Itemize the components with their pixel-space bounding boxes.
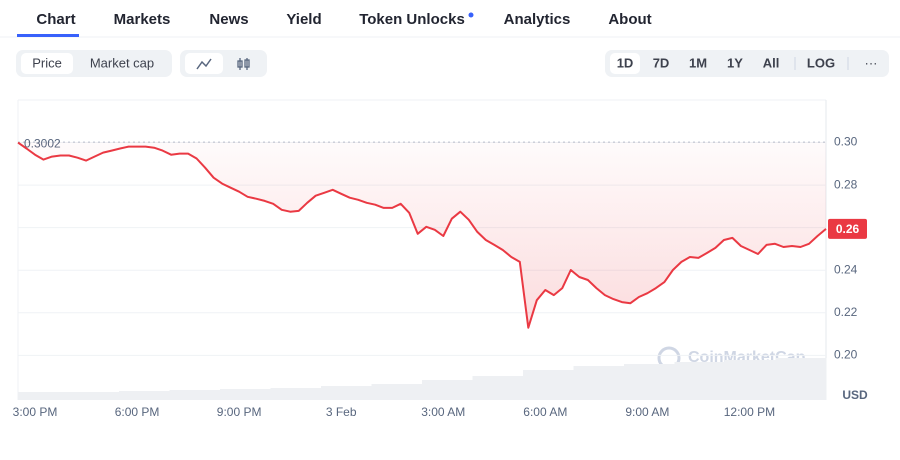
range-bg xyxy=(605,50,889,77)
range-button[interactable]: 1Y xyxy=(727,55,743,70)
volume-bar xyxy=(270,388,322,400)
chart-type-button[interactable]: Price xyxy=(32,55,62,70)
x-tick-label: 9:00 PM xyxy=(217,405,262,419)
volume-bar xyxy=(573,366,625,400)
candle-icon[interactable] xyxy=(237,58,250,70)
x-tick-label: 9:00 AM xyxy=(625,405,669,419)
volume-bar xyxy=(775,358,827,400)
volume-bar xyxy=(68,392,120,400)
volume-bar xyxy=(119,391,170,400)
nav-tab[interactable]: Token Unlocks xyxy=(359,11,465,28)
volume-bar xyxy=(321,386,372,400)
y-tick-label: 0.22 xyxy=(834,305,858,319)
x-tick-label: 6:00 AM xyxy=(523,405,567,419)
volume-bar xyxy=(371,384,423,400)
x-tick-label: 6:00 PM xyxy=(115,405,160,419)
volume-bar xyxy=(169,390,221,400)
y-unit: USD xyxy=(842,388,868,402)
volume-bar xyxy=(523,370,574,400)
log-button[interactable]: LOG xyxy=(807,55,835,70)
volume-bar xyxy=(422,380,473,400)
y-tick-label: 0.24 xyxy=(834,262,858,276)
range-button[interactable]: 1D xyxy=(617,55,634,70)
y-tick-label: 0.28 xyxy=(834,177,858,191)
volume-bar xyxy=(18,392,69,400)
nav-tab[interactable]: Chart xyxy=(36,11,75,28)
last-price-label: 0.26 xyxy=(836,222,860,236)
nav-tab[interactable]: Markets xyxy=(114,11,171,28)
x-tick-label: 3 Feb xyxy=(326,405,357,419)
volume-bar xyxy=(725,360,776,400)
y-tick-label: 0.30 xyxy=(834,135,858,149)
nav-tab[interactable]: Yield xyxy=(286,11,321,28)
x-tick-label: 3:00 PM xyxy=(13,405,58,419)
volume-bar xyxy=(220,389,271,400)
x-tick-label: 3:00 AM xyxy=(421,405,465,419)
new-dot xyxy=(468,12,474,18)
active-toggle xyxy=(21,53,73,74)
range-button[interactable]: 1M xyxy=(689,55,707,70)
active-underline xyxy=(17,34,79,37)
range-button[interactable]: 7D xyxy=(653,55,670,70)
more-button[interactable]: ··· xyxy=(865,55,878,70)
volume-bar xyxy=(472,376,524,400)
last-price-tag xyxy=(828,218,867,239)
volume-bar xyxy=(624,364,675,400)
x-tick-label: 12:00 PM xyxy=(724,405,775,419)
volume-bar xyxy=(674,362,726,400)
y-tick-label: 0.20 xyxy=(834,347,858,361)
line-icon[interactable] xyxy=(196,58,212,70)
price-line xyxy=(17,141,827,329)
nav-tab[interactable]: Analytics xyxy=(504,11,571,28)
chart-type-button[interactable]: Market cap xyxy=(90,55,154,70)
nav-tab[interactable]: News xyxy=(209,11,248,28)
nav-tab[interactable]: About xyxy=(608,11,651,28)
area-fill xyxy=(18,142,826,328)
active-range xyxy=(610,53,640,74)
range-button[interactable]: All xyxy=(763,55,780,70)
